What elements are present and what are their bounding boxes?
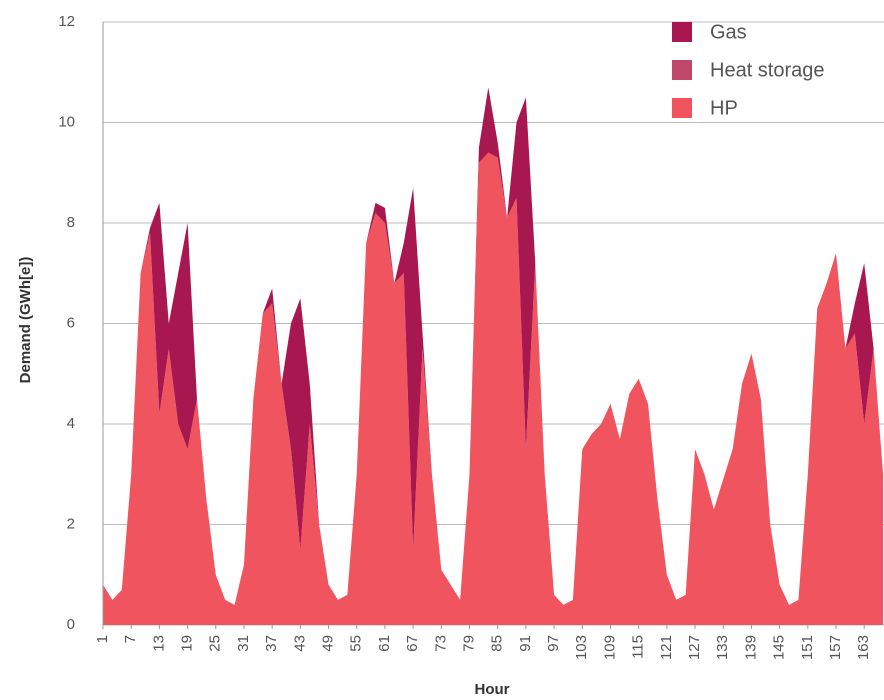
x-tick-label: 25 bbox=[207, 635, 224, 652]
x-tick-label: 67 bbox=[404, 635, 421, 652]
x-tick-label: 91 bbox=[517, 635, 534, 652]
x-tick-label: 133 bbox=[714, 635, 731, 660]
x-tick-label: 103 bbox=[573, 635, 590, 660]
y-tick-label: 12 bbox=[58, 13, 75, 30]
x-tick-label: 145 bbox=[771, 635, 788, 660]
x-tick-label: 13 bbox=[150, 635, 167, 652]
x-tick-label: 79 bbox=[460, 635, 477, 652]
x-tick-label: 97 bbox=[545, 635, 562, 652]
x-tick-label: 7 bbox=[122, 635, 139, 643]
y-tick-label: 2 bbox=[67, 515, 75, 532]
x-tick-label: 73 bbox=[432, 635, 449, 652]
x-tick-label: 49 bbox=[320, 635, 337, 652]
x-tick-label: 85 bbox=[489, 635, 506, 652]
legend-label: HP bbox=[710, 97, 738, 119]
y-tick-label: 10 bbox=[58, 113, 75, 130]
x-axis-label: Hour bbox=[475, 681, 510, 698]
x-tick-label: 55 bbox=[348, 635, 365, 652]
x-tick-label: 151 bbox=[799, 635, 816, 660]
x-tick-label: 127 bbox=[686, 635, 703, 660]
x-tick-label: 1 bbox=[94, 635, 111, 643]
x-tick-label: 157 bbox=[827, 635, 844, 660]
x-tick-label: 109 bbox=[601, 635, 618, 660]
legend-label: Gas bbox=[710, 21, 747, 43]
legend-label: Heat storage bbox=[710, 59, 825, 81]
legend-swatch bbox=[672, 60, 692, 80]
y-tick-label: 8 bbox=[67, 214, 75, 231]
x-tick-label: 43 bbox=[291, 635, 308, 652]
x-tick-label: 19 bbox=[179, 635, 196, 652]
x-tick-label: 139 bbox=[742, 635, 759, 660]
y-axis-label: Demand (GWh[e]) bbox=[17, 257, 34, 384]
legend-swatch bbox=[672, 22, 692, 42]
x-tick-label: 31 bbox=[235, 635, 252, 652]
y-tick-label: 0 bbox=[67, 616, 75, 633]
area bbox=[103, 87, 883, 605]
x-tick-label: 61 bbox=[376, 635, 393, 652]
x-tick-label: 115 bbox=[630, 635, 647, 659]
x-tick-label: 163 bbox=[855, 635, 872, 660]
area bbox=[103, 152, 883, 625]
y-tick-label: 4 bbox=[67, 415, 75, 432]
x-tick-label: 37 bbox=[263, 635, 280, 652]
y-tick-label: 6 bbox=[67, 314, 75, 331]
legend-swatch bbox=[672, 98, 692, 118]
x-tick-label: 121 bbox=[658, 635, 675, 660]
